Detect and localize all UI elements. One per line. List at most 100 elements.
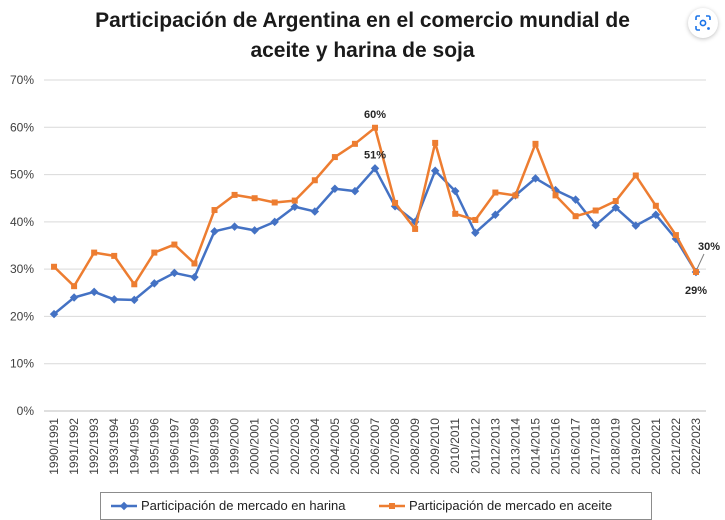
google-lens-icon — [695, 15, 711, 31]
x-tick-label: 2000/2001 — [248, 418, 262, 475]
data-point-aceite — [632, 172, 639, 179]
data-point-harina — [310, 207, 320, 216]
x-tick-label: 1993/1994 — [107, 418, 121, 475]
y-tick-label: 10% — [10, 357, 34, 371]
series-line-harina — [53, 167, 698, 316]
annotation-leader-line — [696, 253, 705, 270]
data-point-harina — [49, 309, 59, 319]
data-point-aceite — [171, 241, 178, 248]
y-tick-label: 0% — [17, 404, 35, 418]
x-tick-label: 2008/2009 — [408, 418, 422, 475]
data-point-aceite — [372, 124, 378, 131]
x-tick-label: 2007/2008 — [388, 418, 402, 475]
x-tick-label: 2003/2004 — [308, 418, 322, 475]
x-tick-label: 2005/2006 — [348, 418, 362, 475]
google-lens-button[interactable] — [688, 8, 718, 38]
data-point-harina — [471, 228, 480, 237]
data-label: 29% — [685, 285, 707, 297]
x-tick-label: 1990/1991 — [47, 418, 61, 475]
x-tick-label: 2017/2018 — [589, 418, 603, 475]
data-point-aceite — [151, 249, 158, 256]
data-point-aceite — [432, 139, 439, 146]
data-point-aceite — [692, 268, 699, 275]
data-point-harina — [130, 295, 139, 305]
x-tick-label: 2019/2020 — [629, 418, 643, 475]
x-tick-label: 2002/2003 — [288, 418, 302, 475]
data-point-harina — [350, 186, 360, 196]
x-tick-label: 2009/2010 — [428, 418, 442, 475]
data-point-aceite — [251, 195, 258, 202]
data-label: 60% — [364, 109, 386, 121]
data-point-harina — [370, 164, 380, 173]
legend-label-aceite: Participación de mercado en aceite — [409, 498, 613, 514]
x-tick-label: 2013/2014 — [508, 418, 522, 475]
legend-marker-harina — [111, 501, 137, 510]
data-point-aceite — [51, 263, 58, 270]
x-tick-label: 2015/2016 — [549, 418, 563, 475]
x-tick-label: 1991/1992 — [67, 418, 81, 475]
x-tick-label: 2021/2022 — [669, 418, 683, 475]
y-tick-label: 60% — [10, 120, 34, 134]
data-point-aceite — [291, 197, 298, 204]
data-point-harina — [330, 184, 340, 193]
legend-item-aceite: Participación de mercado en aceite — [379, 497, 612, 513]
x-tick-label: 1998/1999 — [208, 418, 222, 475]
data-point-harina — [270, 217, 279, 227]
x-tick-label: 2010/2011 — [448, 418, 462, 474]
x-tick-label: 2020/2021 — [649, 418, 663, 475]
x-tick-label: 2012/2013 — [488, 418, 502, 475]
data-point-aceite — [452, 210, 459, 217]
data-point-aceite — [71, 283, 78, 290]
data-point-aceite — [612, 198, 619, 205]
data-point-harina — [450, 186, 460, 196]
legend-marker-aceite — [379, 502, 405, 509]
data-point-harina — [190, 272, 199, 282]
data-point-aceite — [392, 199, 399, 206]
x-tick-label: 2004/2005 — [328, 418, 342, 475]
x-tick-label: 1994/1995 — [127, 418, 141, 475]
data-point-harina — [290, 202, 300, 211]
data-point-aceite — [331, 154, 338, 161]
data-point-aceite — [672, 232, 679, 239]
data-point-aceite — [592, 207, 599, 214]
data-point-harina — [210, 227, 219, 236]
chart-title-line-2: aceite y harina de soja — [250, 39, 475, 62]
data-point-aceite — [211, 207, 218, 214]
y-tick-label: 70% — [10, 73, 34, 87]
data-point-harina — [430, 166, 440, 176]
chart-title-line-1: Participación de Argentina en el comerci… — [95, 9, 630, 32]
x-tick-label: 2006/2007 — [368, 418, 382, 475]
data-point-harina — [170, 268, 179, 278]
data-point-aceite — [111, 252, 118, 259]
chart-title: Participación de Argentina en el comerci… — [0, 6, 725, 66]
data-point-aceite — [91, 249, 98, 256]
x-tick-label: 1996/1997 — [167, 418, 181, 475]
data-label: 51% — [364, 149, 386, 161]
x-tick-label: 2014/2015 — [528, 418, 542, 475]
y-tick-label: 30% — [10, 262, 34, 276]
data-point-harina — [89, 287, 99, 297]
y-tick-label: 50% — [10, 168, 34, 182]
data-point-aceite — [512, 192, 519, 199]
data-point-aceite — [351, 140, 358, 147]
y-tick-label: 20% — [10, 309, 34, 323]
data-point-aceite — [271, 199, 278, 206]
x-tick-label: 2018/2019 — [609, 418, 623, 475]
x-tick-label: 1997/1998 — [187, 418, 201, 475]
data-point-harina — [69, 293, 79, 302]
data-point-aceite — [492, 189, 499, 196]
data-point-aceite — [472, 216, 479, 223]
data-point-harina — [150, 279, 159, 288]
data-point-aceite — [231, 191, 238, 198]
data-point-harina — [230, 222, 239, 231]
data-point-aceite — [652, 202, 659, 209]
data-point-aceite — [131, 281, 138, 288]
x-tick-label: 1999/2000 — [228, 418, 242, 475]
data-point-aceite — [311, 177, 318, 184]
data-point-harina — [250, 226, 259, 235]
y-tick-label: 40% — [10, 215, 34, 229]
data-point-harina — [491, 210, 500, 220]
data-point-aceite — [532, 140, 539, 147]
data-point-harina — [109, 295, 119, 304]
